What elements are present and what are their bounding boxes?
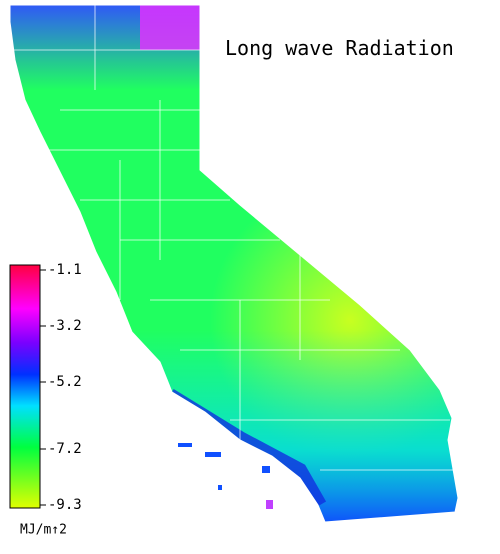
legend-tick-label: -1.1	[48, 262, 82, 278]
legend-tick-label: -7.2	[48, 441, 82, 457]
islands	[178, 443, 273, 509]
legend-tick-label: -9.3	[48, 497, 82, 513]
legend-tick-label: -3.2	[48, 318, 82, 334]
legend-tick-label: -5.2	[48, 374, 82, 390]
legend-unit: MJ/m↑2	[20, 523, 67, 538]
color-bar	[9, 264, 41, 509]
map-title: Long wave Radiation	[225, 36, 454, 60]
state-outline	[9, 4, 459, 523]
color-bar-ticks	[40, 269, 46, 506]
